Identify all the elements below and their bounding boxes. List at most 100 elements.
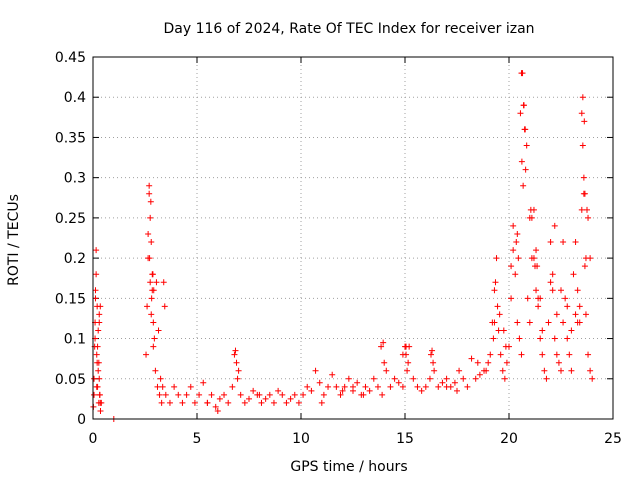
data-point xyxy=(97,407,104,414)
data-point xyxy=(316,379,323,386)
data-point xyxy=(517,110,524,117)
data-point xyxy=(499,367,506,374)
data-point xyxy=(551,222,558,229)
data-point xyxy=(508,263,515,270)
data-point xyxy=(95,359,102,366)
data-point xyxy=(258,399,265,406)
x-axis-label: GPS time / hours xyxy=(290,459,407,475)
data-point xyxy=(564,303,571,310)
data-point xyxy=(456,367,463,374)
data-point xyxy=(515,255,522,262)
y-tick-label: 0.3 xyxy=(64,171,86,187)
data-point xyxy=(514,319,521,326)
data-point xyxy=(333,383,340,390)
data-point xyxy=(196,391,203,398)
data-point xyxy=(513,239,520,246)
data-point xyxy=(143,351,150,358)
data-point xyxy=(279,391,286,398)
data-point xyxy=(354,379,361,386)
data-point xyxy=(443,375,450,382)
data-point xyxy=(152,367,159,374)
data-point xyxy=(214,407,221,414)
y-axis-label: ROTI / TECUs xyxy=(6,194,22,286)
data-point xyxy=(587,255,594,262)
data-point xyxy=(547,239,554,246)
data-point xyxy=(150,343,157,350)
data-point xyxy=(527,206,534,213)
data-point xyxy=(522,126,529,133)
x-tick-label: 5 xyxy=(193,431,202,447)
data-point xyxy=(300,391,307,398)
data-point xyxy=(522,166,529,173)
data-point xyxy=(572,239,579,246)
data-point xyxy=(148,311,155,318)
data-point xyxy=(492,279,499,286)
data-point xyxy=(162,391,169,398)
data-point xyxy=(235,367,242,374)
data-point xyxy=(464,383,471,390)
data-point xyxy=(250,387,257,394)
data-point xyxy=(360,391,367,398)
data-point xyxy=(581,263,588,270)
data-point xyxy=(541,367,548,374)
data-point xyxy=(510,247,517,254)
data-point xyxy=(451,379,458,386)
data-point xyxy=(490,335,497,342)
data-point xyxy=(200,379,207,386)
data-point xyxy=(97,303,104,310)
data-point xyxy=(516,335,523,342)
data-point xyxy=(148,239,155,246)
data-point xyxy=(183,391,190,398)
data-point xyxy=(560,319,567,326)
data-point xyxy=(494,303,501,310)
data-point xyxy=(399,351,406,358)
data-point xyxy=(520,102,527,109)
data-point xyxy=(379,391,386,398)
data-point xyxy=(96,375,103,382)
data-point xyxy=(460,375,467,382)
data-point xyxy=(530,255,537,262)
data-point xyxy=(524,295,531,302)
data-point xyxy=(96,319,103,326)
data-point xyxy=(539,327,546,334)
data-point xyxy=(568,327,575,334)
x-tick-label: 20 xyxy=(500,431,518,447)
data-point xyxy=(146,182,153,189)
data-point xyxy=(429,347,436,354)
data-point xyxy=(523,142,530,149)
data-point xyxy=(518,70,525,77)
data-points xyxy=(90,70,596,422)
data-point xyxy=(495,327,502,334)
data-point xyxy=(502,343,509,350)
grid-lines xyxy=(93,57,613,419)
data-point xyxy=(418,387,425,394)
data-point xyxy=(387,383,394,390)
data-point xyxy=(476,371,483,378)
data-point xyxy=(93,247,100,254)
data-point xyxy=(503,359,510,366)
x-tick-label: 15 xyxy=(396,431,414,447)
data-point xyxy=(383,367,390,374)
data-point xyxy=(539,351,546,358)
data-point xyxy=(160,279,167,286)
data-point xyxy=(551,335,558,342)
data-point xyxy=(483,367,490,374)
data-point xyxy=(562,295,569,302)
data-point xyxy=(187,383,194,390)
data-point xyxy=(560,239,567,246)
data-point xyxy=(381,359,388,366)
data-point xyxy=(435,383,442,390)
y-tick-label: 0.15 xyxy=(55,291,86,307)
data-point xyxy=(154,383,161,390)
data-point xyxy=(443,383,450,390)
data-point xyxy=(570,271,577,278)
data-point xyxy=(151,335,158,342)
y-tick-label: 0 xyxy=(77,412,86,428)
data-point xyxy=(221,391,228,398)
data-point xyxy=(422,383,429,390)
data-point xyxy=(391,375,398,382)
data-point xyxy=(528,214,535,221)
data-point xyxy=(497,351,504,358)
data-point xyxy=(589,375,596,382)
data-point xyxy=(166,399,173,406)
